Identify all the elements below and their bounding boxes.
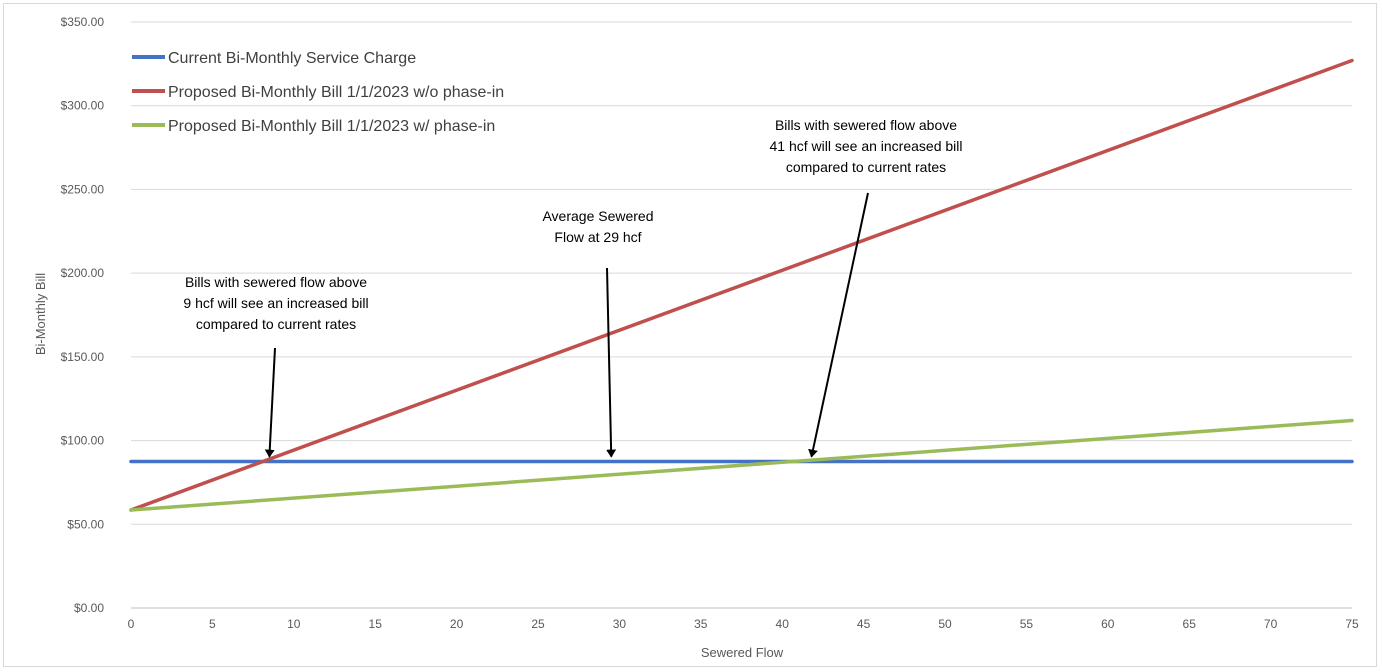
legend-label: Proposed Bi-Monthly Bill 1/1/2023 w/ pha… [168, 118, 495, 135]
y-tick-label: $250.00 [61, 182, 105, 196]
annotation-text: compared to current rates [196, 316, 356, 332]
series-line-2 [129, 58, 1354, 512]
annotation-text: 9 hcf will see an increased bill [183, 295, 368, 311]
annotation-arrow [264, 347, 276, 458]
x-tick-label: 30 [613, 617, 627, 631]
x-tick-label: 35 [694, 617, 708, 631]
x-tick-label: 70 [1264, 617, 1278, 631]
x-tick-label: 40 [776, 617, 790, 631]
x-tick-label: 5 [209, 617, 216, 631]
legend-label: Current Bi-Monthly Service Charge [168, 50, 416, 67]
y-tick-label: $150.00 [61, 350, 105, 364]
annotation-text: Bills with sewered flow above [185, 274, 367, 290]
x-tick-label: 0 [128, 617, 135, 631]
chart-frame [3, 3, 1377, 667]
annotation-arrow [606, 267, 617, 458]
x-tick-label: 60 [1101, 617, 1115, 631]
annotation-text: compared to current rates [786, 159, 946, 175]
annotation-text: Bills with sewered flow above [775, 117, 957, 133]
annotation-text: 41 hcf will see an increased bill [770, 138, 963, 154]
annotation-text: Flow at 29 hcf [554, 229, 641, 245]
x-tick-label: 45 [857, 617, 871, 631]
x-tick-label: 25 [531, 617, 545, 631]
x-tick-label: 20 [450, 617, 464, 631]
legend-label: Proposed Bi-Monthly Bill 1/1/2023 w/o ph… [168, 84, 504, 101]
y-tick-label: $50.00 [67, 517, 104, 531]
x-axis-label: Sewered Flow [701, 645, 784, 660]
y-tick-label: $300.00 [61, 99, 105, 113]
y-tick-label: $350.00 [61, 15, 105, 29]
x-tick-label: 50 [938, 617, 952, 631]
x-tick-label: 10 [287, 617, 301, 631]
y-axis-label: Bi-Monthly Bill [33, 273, 48, 355]
y-tick-label: $200.00 [61, 266, 105, 280]
x-tick-label: 75 [1345, 617, 1359, 631]
y-tick-label: $100.00 [61, 434, 105, 448]
series-line-3 [129, 418, 1354, 512]
x-tick-label: 65 [1183, 617, 1197, 631]
x-tick-label: 15 [369, 617, 383, 631]
annotation-text: Average Sewered [542, 208, 653, 224]
annotation-arrow [808, 192, 869, 458]
y-tick-label: $0.00 [74, 601, 104, 615]
x-tick-label: 55 [1020, 617, 1034, 631]
